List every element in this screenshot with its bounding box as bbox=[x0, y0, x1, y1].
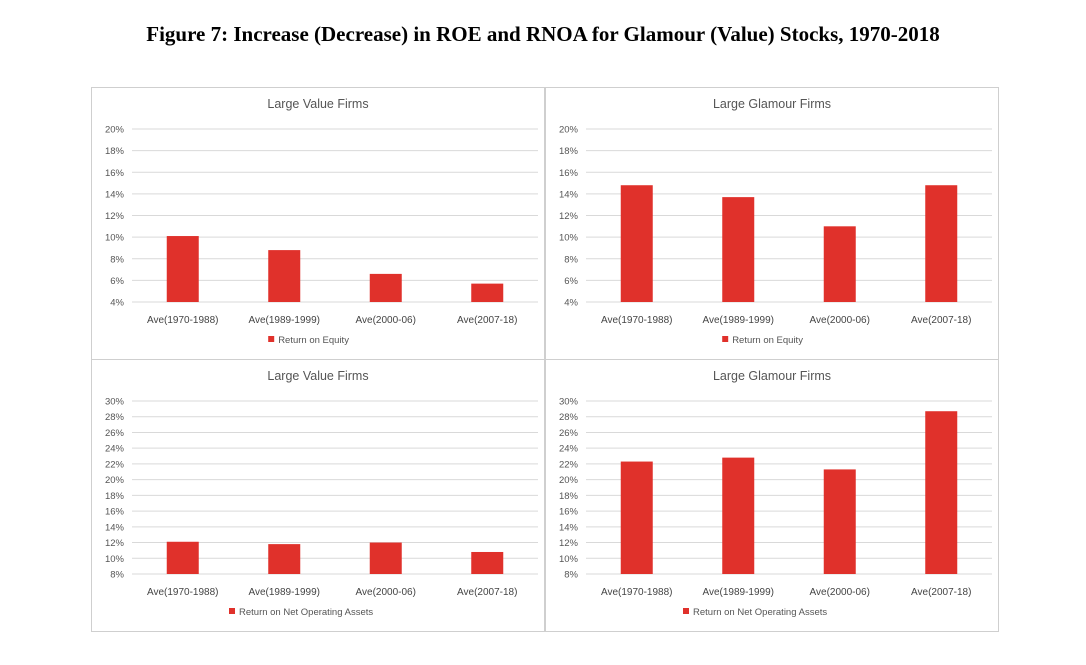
y-tick-label: 6% bbox=[564, 276, 578, 287]
y-tick-label: 30% bbox=[559, 397, 579, 408]
x-tick-label: Ave(2000-06) bbox=[356, 315, 416, 326]
y-tick-label: 16% bbox=[105, 168, 125, 179]
x-tick-label: Ave(2007-18) bbox=[911, 315, 971, 326]
x-tick-label: Ave(1989-1999) bbox=[248, 587, 320, 598]
y-tick-label: 16% bbox=[559, 168, 579, 179]
chart-title: Large Glamour Firms bbox=[713, 97, 831, 111]
chart-title: Large Glamour Firms bbox=[713, 369, 831, 383]
bar bbox=[268, 544, 301, 574]
y-tick-label: 20% bbox=[559, 475, 579, 486]
y-tick-label: 16% bbox=[559, 507, 579, 518]
bar bbox=[620, 185, 653, 302]
bar bbox=[823, 469, 856, 574]
x-tick-label: Ave(2007-18) bbox=[457, 587, 517, 598]
bar bbox=[471, 283, 504, 302]
y-tick-label: 4% bbox=[110, 298, 124, 309]
y-tick-label: 28% bbox=[559, 412, 579, 423]
x-tick-label: Ave(1970-1988) bbox=[147, 315, 219, 326]
chart-rnoa-glamour: Large Glamour Firms 30% 28% 26% 24% 22% 20% 18%… bbox=[559, 369, 992, 618]
y-tick-label: 18% bbox=[559, 491, 579, 502]
chart-title: Large Value Firms bbox=[267, 97, 368, 111]
y-tick-label: 4% bbox=[564, 298, 578, 309]
y-tick-label: 28% bbox=[105, 412, 125, 423]
chart-title: Large Value Firms bbox=[267, 369, 368, 383]
y-tick-label: 10% bbox=[105, 554, 125, 565]
legend-label: Return on Net Operating Assets bbox=[239, 607, 373, 618]
y-tick-label: 20% bbox=[559, 125, 579, 136]
y-tick-label: 12% bbox=[559, 211, 579, 222]
x-tick-label: Ave(2007-18) bbox=[457, 315, 517, 326]
y-tick-label: 8% bbox=[110, 254, 124, 265]
chart-panel-roe-value: Large Value Firms 20% 18% 16% 14% 12% 10% 8% 6% 4… bbox=[91, 87, 545, 360]
y-tick-label: 24% bbox=[105, 444, 125, 455]
legend-swatch bbox=[268, 336, 275, 342]
y-tick-label: 10% bbox=[105, 233, 125, 244]
bar bbox=[925, 185, 958, 302]
y-tick-label: 12% bbox=[559, 538, 579, 549]
bar bbox=[722, 197, 755, 302]
y-tick-label: 30% bbox=[105, 397, 125, 408]
chart-rnoa-value: Large Value Firms 30% 28% 26% 24% 22% 20% 18% 16… bbox=[105, 369, 538, 618]
y-tick-label: 22% bbox=[559, 459, 579, 470]
x-tick-label: Ave(2000-06) bbox=[810, 587, 870, 598]
y-tick-label: 6% bbox=[110, 276, 124, 287]
bar bbox=[925, 411, 958, 574]
y-tick-label: 18% bbox=[105, 146, 125, 157]
chart-panel-rnoa-glamour: Large Glamour Firms 30% 28% 26% 24% 22% 20% 18%… bbox=[545, 359, 999, 632]
bar bbox=[620, 461, 653, 574]
y-tick-label: 8% bbox=[110, 570, 124, 581]
legend-label: Return on Net Operating Assets bbox=[693, 607, 827, 618]
x-tick-label: Ave(1989-1999) bbox=[702, 315, 774, 326]
y-tick-label: 10% bbox=[559, 554, 579, 565]
x-tick-label: Ave(2007-18) bbox=[911, 587, 971, 598]
y-tick-label: 24% bbox=[559, 444, 579, 455]
y-tick-label: 8% bbox=[564, 570, 578, 581]
legend-swatch bbox=[229, 608, 235, 614]
chart-panel-rnoa-value: Large Value Firms 30% 28% 26% 24% 22% 20% 18% 16… bbox=[91, 359, 545, 632]
y-tick-label: 8% bbox=[564, 254, 578, 265]
legend-swatch bbox=[683, 608, 689, 614]
bar bbox=[823, 226, 856, 302]
bar bbox=[166, 541, 199, 574]
y-tick-label: 14% bbox=[105, 189, 125, 200]
x-tick-label: Ave(1989-1999) bbox=[702, 587, 774, 598]
figure-title: Figure 7: Increase (Decrease) in ROE and… bbox=[146, 22, 940, 46]
x-tick-label: Ave(1989-1999) bbox=[248, 315, 320, 326]
chart-roe-glamour: Large Glamour Firms 20% 18% 16% 14% 12% 10% 8% 6… bbox=[559, 97, 992, 346]
y-tick-label: 18% bbox=[105, 491, 125, 502]
y-tick-label: 12% bbox=[105, 538, 125, 549]
chart-roe-value: Large Value Firms 20% 18% 16% 14% 12% 10% 8% 6% 4… bbox=[105, 97, 538, 346]
legend-label: Return on Equity bbox=[732, 335, 803, 346]
y-tick-label: 16% bbox=[105, 507, 125, 518]
bar bbox=[166, 236, 199, 302]
y-tick-label: 10% bbox=[559, 233, 579, 244]
legend-swatch bbox=[722, 336, 729, 342]
x-tick-label: Ave(2000-06) bbox=[810, 315, 870, 326]
bar bbox=[369, 542, 402, 574]
legend-label: Return on Equity bbox=[278, 335, 349, 346]
x-tick-label: Ave(1970-1988) bbox=[147, 587, 219, 598]
bar bbox=[369, 273, 402, 302]
x-tick-label: Ave(1970-1988) bbox=[601, 315, 673, 326]
x-tick-label: Ave(1970-1988) bbox=[601, 587, 673, 598]
x-tick-label: Ave(2000-06) bbox=[356, 587, 416, 598]
chart-panel-roe-glamour: Large Glamour Firms 20% 18% 16% 14% 12% 10% 8% 6… bbox=[545, 87, 999, 360]
y-tick-label: 14% bbox=[105, 522, 125, 533]
bar bbox=[722, 457, 755, 574]
y-tick-label: 20% bbox=[105, 475, 125, 486]
bar bbox=[268, 250, 301, 302]
y-tick-label: 14% bbox=[559, 189, 579, 200]
y-tick-label: 26% bbox=[559, 428, 579, 439]
y-tick-label: 22% bbox=[105, 459, 125, 470]
y-tick-label: 20% bbox=[105, 125, 125, 136]
bar bbox=[471, 551, 504, 574]
y-tick-label: 26% bbox=[105, 428, 125, 439]
y-tick-label: 18% bbox=[559, 146, 579, 157]
y-tick-label: 14% bbox=[559, 522, 579, 533]
y-tick-label: 12% bbox=[105, 211, 125, 222]
